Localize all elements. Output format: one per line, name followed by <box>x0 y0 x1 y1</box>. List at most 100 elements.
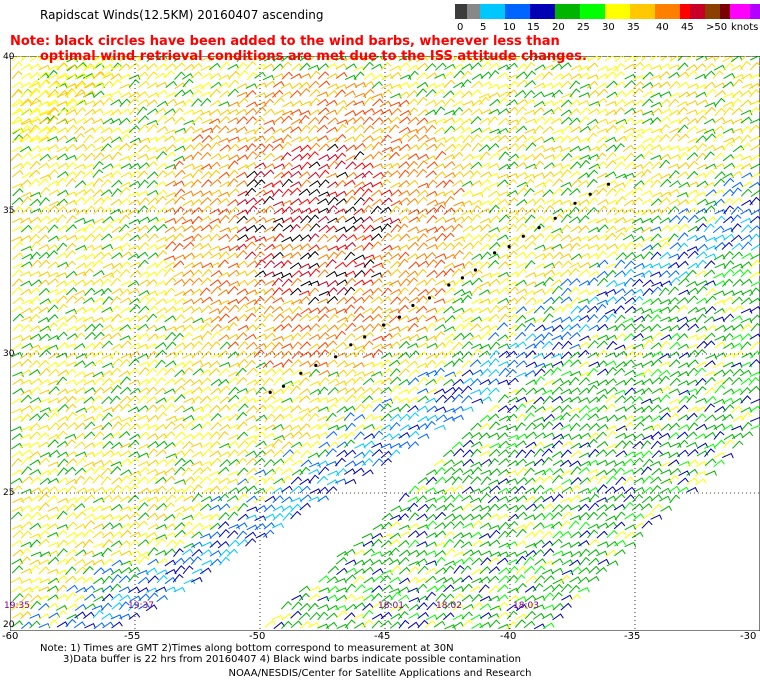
wind-barb <box>146 146 158 153</box>
wind-barb <box>417 153 430 161</box>
wind-barb <box>102 272 115 279</box>
wind-barb <box>713 430 725 440</box>
wind-barb <box>20 512 32 521</box>
wind-barb <box>623 395 635 404</box>
wind-barb <box>128 245 141 251</box>
wind-barb <box>624 73 637 80</box>
wind-barb <box>93 331 105 340</box>
wind-barb <box>578 361 591 368</box>
legend-swatch-8 <box>630 4 655 19</box>
wind-barb <box>453 278 465 287</box>
wind-barb <box>650 494 663 502</box>
wind-barb <box>642 458 654 468</box>
wind-barb <box>173 56 186 62</box>
wind-barb <box>164 315 177 323</box>
wind-barb <box>154 325 167 332</box>
wind-barb <box>92 225 104 234</box>
wind-barb <box>345 259 357 268</box>
wind-barb <box>686 100 698 106</box>
wind-barb <box>273 350 285 359</box>
wind-barb <box>92 559 105 566</box>
wind-barb <box>29 397 42 404</box>
wind-barb <box>282 432 295 440</box>
wind-barb <box>48 189 61 196</box>
wind-barb <box>588 502 600 511</box>
wind-barb <box>613 504 626 511</box>
wind-barb <box>318 466 330 476</box>
wind-barb <box>299 441 311 449</box>
wind-barb <box>416 549 428 558</box>
wind-barb <box>552 208 565 215</box>
wind-barb <box>569 593 581 602</box>
wind-barb <box>20 504 33 512</box>
wind-barb <box>300 459 312 467</box>
wind-barb <box>21 172 34 179</box>
wind-barb <box>66 124 78 133</box>
wind-barb <box>119 506 132 512</box>
wind-barb <box>200 413 212 421</box>
wind-barb <box>218 485 230 495</box>
wind-barb <box>524 198 537 206</box>
wind-barb <box>120 232 132 241</box>
wind-barb <box>263 432 276 440</box>
wind-barb <box>596 88 609 97</box>
wind-barb <box>56 234 69 241</box>
wind-barb <box>389 260 402 269</box>
wind-barb <box>462 225 475 233</box>
wind-barb <box>534 376 545 385</box>
wind-barb <box>488 404 501 413</box>
wind-barb <box>244 241 256 250</box>
wind-barb <box>156 558 169 566</box>
wind-barb <box>363 96 375 106</box>
wind-barb <box>651 128 663 134</box>
wind-barb <box>38 602 50 611</box>
legend-label-15: 15 <box>527 22 540 33</box>
wind-barb <box>570 305 582 315</box>
wind-barb <box>83 163 95 170</box>
wind-barb <box>488 358 500 367</box>
wind-barb <box>687 334 700 340</box>
wind-barb <box>596 135 609 144</box>
wind-barb <box>552 459 565 466</box>
wind-barb <box>362 307 375 315</box>
wind-barb <box>66 411 77 421</box>
wind-barb <box>164 151 176 160</box>
wind-barb <box>218 299 231 306</box>
wind-barb <box>461 190 474 197</box>
wind-barb <box>605 549 617 558</box>
wind-barb <box>632 513 645 521</box>
wind-barb <box>705 88 717 97</box>
wind-barb <box>84 421 96 430</box>
wind-barb <box>264 80 277 88</box>
wind-barb <box>21 621 33 630</box>
wind-barb <box>200 196 212 206</box>
wind-barb <box>461 162 474 171</box>
wind-barb <box>361 204 373 214</box>
wind-barb <box>299 602 311 611</box>
wind-barb <box>56 548 68 557</box>
wind-barb <box>480 557 492 566</box>
wind-barb <box>308 433 321 440</box>
wind-barb <box>245 89 257 99</box>
wind-barb <box>586 305 599 313</box>
wind-barb <box>120 469 132 476</box>
wind-barb <box>381 594 394 602</box>
wind-barb <box>451 441 464 450</box>
wind-barb <box>444 253 457 260</box>
wind-barb <box>236 215 248 224</box>
wind-barb <box>164 108 177 116</box>
wind-barb <box>137 56 149 62</box>
wind-barb <box>93 56 105 61</box>
wind-barb <box>291 82 303 90</box>
wind-barb <box>686 468 699 476</box>
wind-barb <box>381 368 393 376</box>
wind-barb <box>569 278 581 286</box>
wind-barb <box>425 591 437 601</box>
wind-barb <box>100 143 112 152</box>
wind-barb <box>516 550 529 557</box>
wind-barb <box>478 96 490 106</box>
wind-barb <box>435 576 448 584</box>
wind-barb <box>345 394 357 403</box>
contamination-circle <box>411 303 415 308</box>
wind-barb <box>551 324 564 332</box>
